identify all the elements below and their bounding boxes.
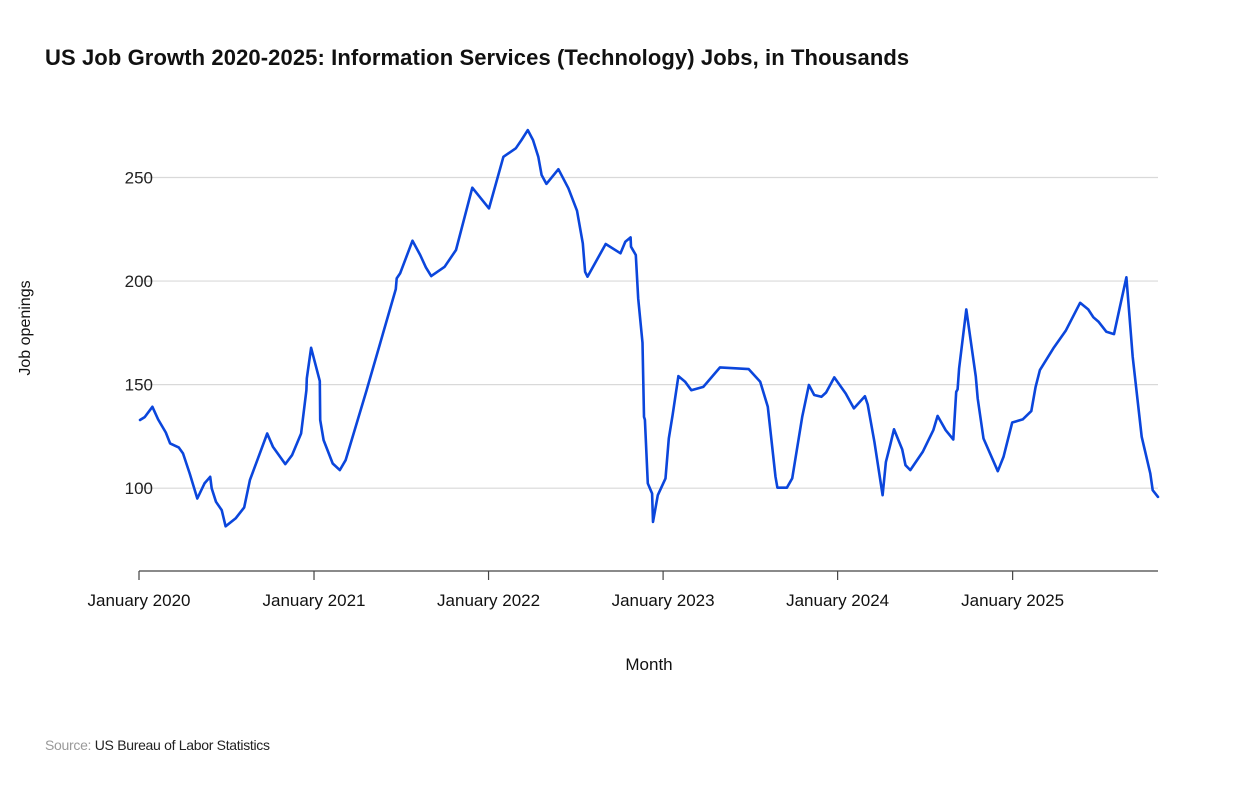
y-tick-label: 250 [125, 169, 153, 188]
x-axis-label: Month [625, 655, 672, 674]
source-note: Source: US Bureau of Labor Statistics [45, 737, 270, 753]
x-tick-label: January 2020 [87, 591, 190, 610]
y-axis-label: Job openings [17, 280, 34, 375]
series-line [138, 128, 1160, 528]
x-tick-label: January 2021 [262, 591, 365, 610]
y-tick-label: 100 [125, 479, 153, 498]
x-axis: January 2020 January 2021 January 2022 Janu… [87, 570, 1158, 610]
x-tick-label: January 2022 [437, 591, 540, 610]
y-tick-label: 150 [125, 376, 153, 395]
x-tick-label: January 2024 [786, 591, 889, 610]
x-tick-label: January 2025 [961, 591, 1064, 610]
x-tick-label: January 2023 [612, 591, 715, 610]
chart-title: US Job Growth 2020-2025: Information Ser… [45, 45, 910, 70]
gridlines [139, 176, 1158, 489]
source-label: Source: [45, 737, 92, 753]
y-tick-label: 200 [125, 272, 153, 291]
y-axis-ticks: 100 150 200 250 [125, 169, 153, 499]
series-layer [138, 128, 1160, 528]
source-value: US Bureau of Labor Statistics [94, 737, 270, 753]
